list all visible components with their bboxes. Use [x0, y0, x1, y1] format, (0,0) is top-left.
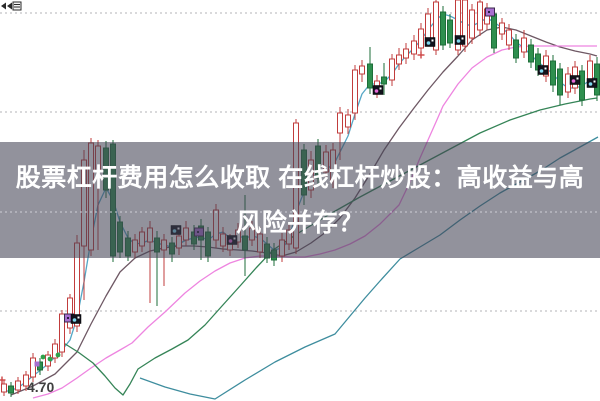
candle-body — [59, 313, 65, 353]
candle-body — [8, 385, 14, 394]
candle-body — [440, 11, 446, 46]
signal-box-marker — [426, 41, 431, 45]
candle-body — [389, 58, 395, 81]
signal-box-marker — [571, 79, 576, 83]
candle-body — [337, 112, 343, 134]
candle-body — [425, 13, 431, 41]
candle-body — [403, 48, 409, 59]
signal-box-marker — [588, 82, 593, 86]
candle-body — [506, 29, 512, 46]
ma-line-MA-green — [61, 97, 598, 396]
candle-body — [359, 65, 365, 75]
candle-body — [345, 114, 351, 128]
signal-box-marker — [586, 78, 598, 88]
signal-box-marker — [72, 318, 77, 322]
candle-body — [491, 13, 497, 49]
signal-box-marker — [539, 69, 544, 73]
signal-box-marker — [593, 80, 596, 83]
candle-body — [462, 0, 468, 47]
candle-body — [587, 60, 593, 81]
signal-box-marker — [424, 37, 436, 47]
signal-box-marker — [544, 67, 547, 70]
signal-box-marker — [461, 37, 464, 40]
signal-box-marker — [374, 89, 379, 93]
headline-overlay-text: 股票杠杆费用怎么收取 在线杠杆炒股：高收益与高 风险并存？ — [0, 156, 600, 246]
candle-body — [396, 54, 402, 65]
candle-body — [352, 69, 358, 114]
candle-body — [418, 28, 424, 49]
signal-box-marker — [77, 316, 80, 319]
purple-dot-marker — [34, 361, 40, 367]
candle-body — [67, 297, 73, 329]
candle-body — [499, 22, 505, 35]
chart-corner-icons — [1, 1, 22, 11]
signal-box-marker — [372, 85, 384, 95]
candle-body — [411, 40, 417, 55]
candle-body — [550, 60, 556, 86]
striped-flag-icon — [12, 1, 22, 11]
signal-box-marker — [537, 65, 549, 75]
candle-body — [469, 9, 475, 39]
headline-line-1: 股票杠杆费用怎么收取 在线杠杆炒股：高收益与高 — [15, 164, 585, 192]
candle-body — [30, 357, 36, 378]
candle-body — [455, 0, 461, 51]
candle-body — [15, 380, 21, 391]
green-dot-marker — [55, 352, 61, 358]
candle-body — [528, 44, 534, 63]
signal-box-marker — [569, 75, 581, 85]
candle-body — [521, 37, 527, 53]
double-left-arrow-icon — [1, 2, 12, 10]
green-dot-marker — [40, 354, 46, 360]
candle-body — [367, 63, 373, 89]
candle-body — [1, 383, 7, 393]
candle-body — [447, 19, 453, 44]
candle-body — [52, 343, 58, 359]
candle-body — [433, 1, 439, 51]
purple-signal-marker — [67, 317, 69, 319]
signal-box-marker — [431, 39, 434, 42]
signal-box-marker — [379, 87, 382, 90]
candle-body — [557, 68, 563, 96]
candle-body — [381, 76, 387, 85]
title-overlay-band — [0, 142, 600, 258]
price-label: 4.70 — [27, 379, 55, 395]
candle-body — [477, 1, 483, 31]
signal-box-marker — [70, 314, 82, 324]
signal-box-marker — [576, 77, 579, 80]
candle-body — [513, 39, 519, 59]
headline-line-2: 风险并存？ — [236, 209, 364, 237]
signal-box-marker — [454, 35, 466, 45]
green-dot-marker — [47, 356, 53, 362]
candle-body — [579, 70, 585, 101]
purple-signal-marker — [488, 11, 490, 13]
candle-body — [23, 374, 29, 387]
signal-box-marker — [456, 39, 461, 43]
